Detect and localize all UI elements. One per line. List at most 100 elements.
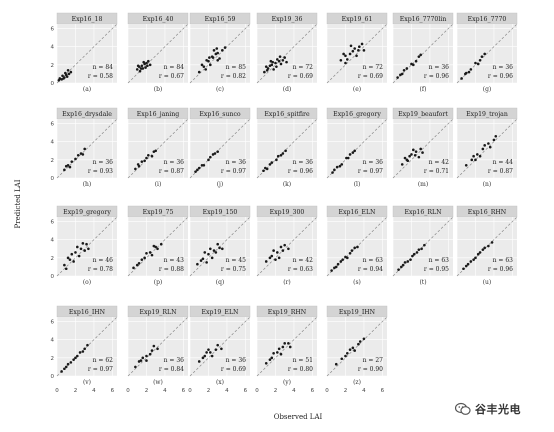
data-point <box>283 342 286 345</box>
data-point <box>276 251 279 254</box>
x-tick-label: 2 <box>145 388 149 394</box>
data-point <box>200 63 204 67</box>
x-tick-label: 0 <box>188 388 192 394</box>
panel-label: (r) <box>283 279 291 286</box>
data-point <box>141 356 145 360</box>
data-point <box>147 59 150 63</box>
data-point <box>481 248 485 251</box>
data-point <box>83 249 86 252</box>
data-point <box>148 63 152 67</box>
data-point <box>405 67 409 70</box>
n-annotation: n = 36 <box>226 159 247 166</box>
n-annotation: n = 46 <box>93 257 114 264</box>
panel-label: (d) <box>283 86 292 93</box>
x-tick-label: 2 <box>207 388 211 394</box>
data-point <box>400 265 403 269</box>
data-point <box>74 251 77 254</box>
data-point <box>474 158 477 162</box>
n-annotation: n = 63 <box>363 257 384 264</box>
data-point <box>135 263 139 267</box>
data-point <box>67 72 71 76</box>
data-point <box>268 256 272 260</box>
n-annotation: n = 51 <box>293 357 313 364</box>
r-annotation: r = 0.69 <box>288 73 313 80</box>
y-tick-label: 6 <box>51 27 55 33</box>
y-tick-label: 2 <box>51 256 55 262</box>
data-point <box>209 247 212 251</box>
data-point <box>356 245 359 249</box>
data-point <box>417 155 421 159</box>
data-point <box>399 73 402 77</box>
data-point <box>136 64 140 68</box>
y-tick-label: 4 <box>51 238 55 244</box>
data-point <box>362 49 366 52</box>
n-annotation: n = 72 <box>363 64 384 71</box>
data-point <box>148 352 152 356</box>
data-point <box>268 163 272 166</box>
y-tick-label: 0 <box>51 176 55 182</box>
data-point <box>281 59 285 62</box>
data-point <box>402 68 406 72</box>
facet-title: Exp19_trojan <box>466 111 508 118</box>
data-point <box>274 61 277 65</box>
data-point <box>414 150 418 153</box>
r-annotation: r = 0.82 <box>221 73 246 80</box>
r-annotation: r = 0.97 <box>221 168 246 175</box>
data-point <box>66 256 70 260</box>
panel-label: (q) <box>216 279 225 286</box>
panel-label: (f) <box>420 86 427 93</box>
n-annotation: n = 85 <box>226 64 247 71</box>
panel-label: (j) <box>217 181 224 188</box>
x-tick-label: 2 <box>344 388 348 394</box>
data-point <box>201 257 205 261</box>
data-point <box>72 358 75 361</box>
data-point <box>262 169 265 173</box>
x-tick-label: 0 <box>255 388 259 394</box>
data-point <box>77 254 81 258</box>
data-point <box>277 256 281 260</box>
identity-line <box>56 23 118 84</box>
identity-line <box>189 23 251 84</box>
r-annotation: r = 0.80 <box>288 366 313 373</box>
data-point <box>346 256 349 260</box>
data-point <box>64 71 67 75</box>
r-annotation: r = 0.87 <box>159 168 184 175</box>
data-point <box>205 59 208 62</box>
data-point <box>221 49 224 52</box>
data-point <box>264 361 268 365</box>
data-point <box>218 57 221 60</box>
data-point <box>348 153 352 156</box>
data-point <box>480 55 484 58</box>
data-point <box>412 63 415 67</box>
panel-label: (v) <box>83 379 91 386</box>
data-point <box>346 156 350 160</box>
data-point <box>357 49 360 52</box>
data-point <box>470 158 474 162</box>
data-point <box>63 263 66 267</box>
panel-label: (w) <box>153 379 163 386</box>
identity-line <box>392 118 454 179</box>
facet-title: Exp16_drysdale <box>62 111 112 118</box>
data-point <box>272 352 275 355</box>
watermark-text: 谷丰光电 <box>475 403 521 416</box>
data-point <box>469 260 473 263</box>
data-point <box>142 60 145 64</box>
x-tick-label: 4 <box>92 388 96 394</box>
data-point <box>460 77 463 80</box>
data-point <box>276 351 279 354</box>
facet-title: Exp16_janing <box>137 111 179 118</box>
n-annotation: n = 44 <box>493 159 514 166</box>
data-point <box>281 152 285 155</box>
data-point <box>144 66 147 69</box>
data-point <box>412 148 415 152</box>
r-annotation: r = 0.71 <box>424 168 449 175</box>
facet-panel: Exp16_40n = 84 r = 0.67 (b) <box>127 12 189 93</box>
data-point <box>360 42 364 46</box>
data-point <box>417 55 421 58</box>
data-point <box>264 260 268 263</box>
facet-title: Exp19_ELN <box>202 309 240 316</box>
data-point <box>331 171 334 174</box>
data-point <box>81 153 85 156</box>
